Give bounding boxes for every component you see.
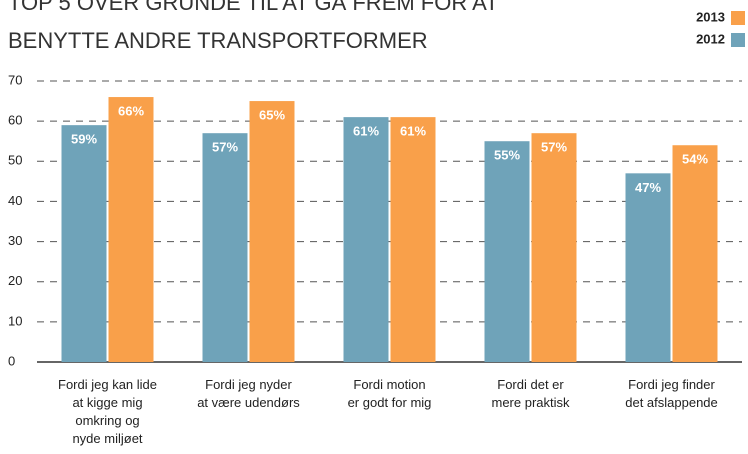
bar: [202, 133, 248, 362]
value-label: 55%: [494, 148, 520, 163]
bar: [531, 133, 577, 362]
bar: [625, 173, 671, 362]
bar: [390, 117, 436, 362]
y-tick-label: 50: [8, 153, 22, 168]
value-label: 57%: [541, 140, 567, 155]
value-label: 57%: [212, 140, 238, 155]
legend-swatch: [731, 11, 745, 25]
x-tick-label: Fordi jeg finder det afslappende: [625, 377, 718, 410]
y-tick-label: 20: [8, 273, 22, 288]
x-tick-label: Fordi jeg kan lide at kigge mig omkring og…: [58, 377, 157, 446]
legend-swatch: [731, 33, 745, 47]
y-tick-label: 60: [8, 113, 22, 128]
y-tick-label: 30: [8, 233, 22, 248]
x-tick-label: Fordi motion er godt for mig: [348, 377, 432, 410]
value-label: 65%: [259, 108, 285, 123]
x-tick-label: Fordi jeg nyder at være udendørs: [197, 377, 300, 410]
x-tick-label: Fordi det er mere praktisk: [491, 377, 570, 410]
legend-label: 2012: [696, 31, 725, 46]
legend-label: 2013: [696, 9, 725, 24]
chart-title: BENYTTE ANDRE TRANSPORTFORMER: [8, 28, 428, 53]
bar: [484, 141, 530, 362]
bar: [108, 97, 154, 363]
value-label: 61%: [353, 124, 379, 139]
y-tick-label: 0: [8, 353, 15, 368]
y-tick-label: 40: [8, 193, 22, 208]
value-label: 47%: [635, 180, 661, 195]
value-label: 61%: [400, 124, 426, 139]
bar: [343, 117, 389, 362]
value-label: 66%: [118, 103, 144, 118]
y-tick-label: 70: [8, 72, 22, 87]
bar: [249, 101, 295, 363]
bar: [61, 125, 107, 363]
chart-title: TOP 5 OVER GRUNDE TIL AT GÅ FREM FOR AT: [8, 0, 499, 15]
value-label: 59%: [71, 132, 97, 147]
y-tick-label: 10: [8, 313, 22, 328]
bar: [672, 145, 718, 362]
value-label: 54%: [682, 152, 708, 167]
